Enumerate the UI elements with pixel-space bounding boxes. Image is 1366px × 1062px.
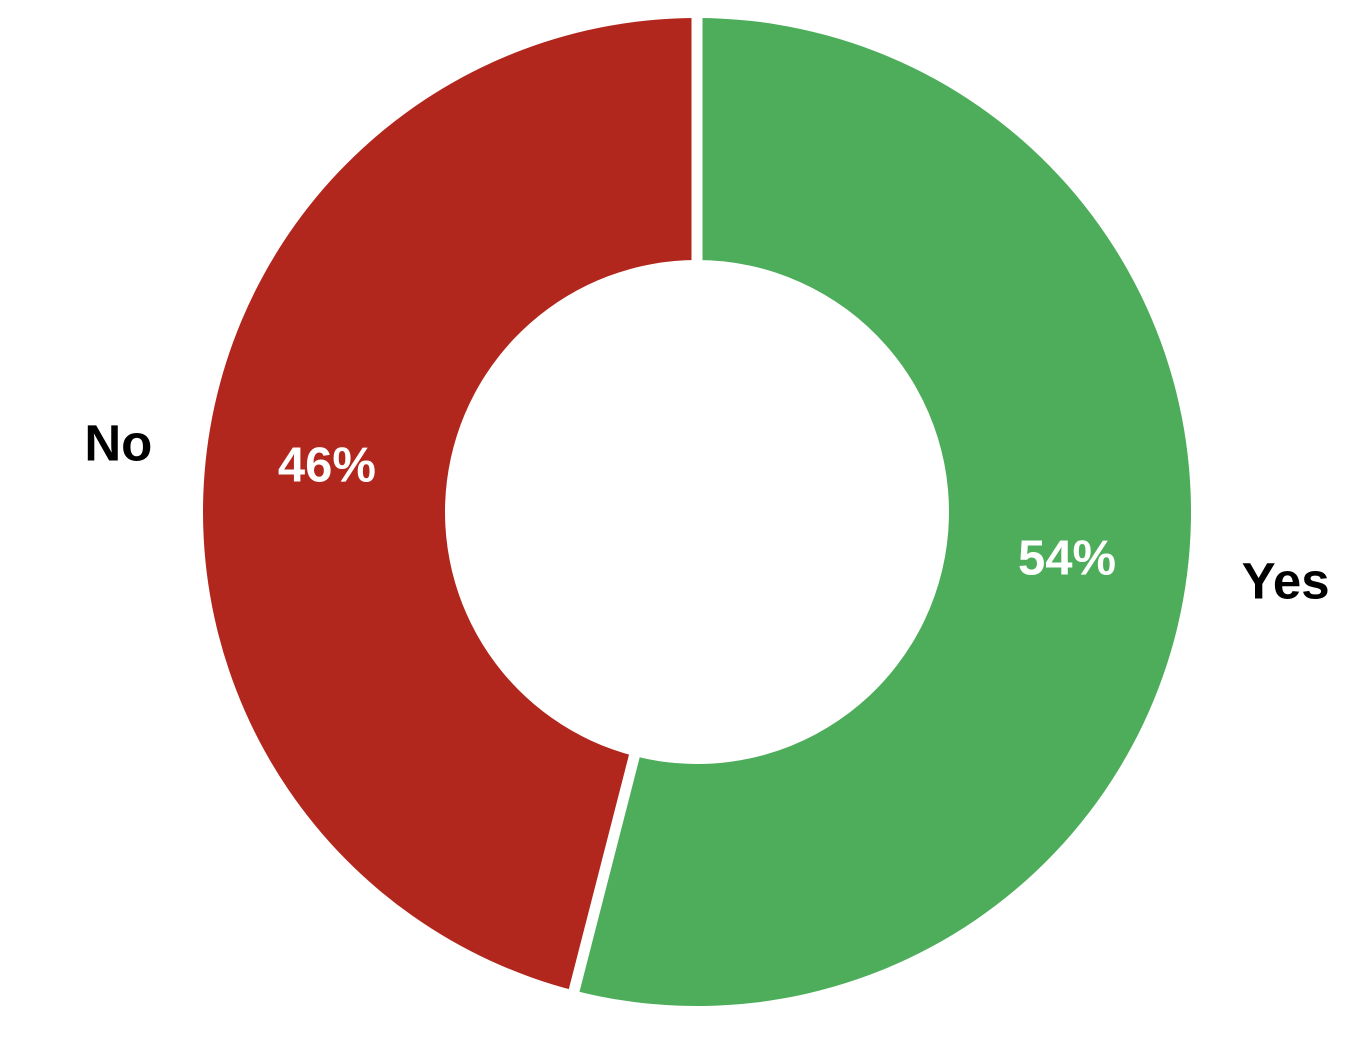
- slice-percent-label-no: 46%: [278, 438, 376, 492]
- slice-no: [202, 18, 698, 991]
- category-label-no: No: [84, 415, 152, 472]
- category-label-yes: Yes: [1242, 552, 1330, 609]
- slice-percent-label-yes: 54%: [1018, 532, 1116, 586]
- slice-yes: [574, 18, 1191, 1006]
- slice-separator: [568, 752, 641, 994]
